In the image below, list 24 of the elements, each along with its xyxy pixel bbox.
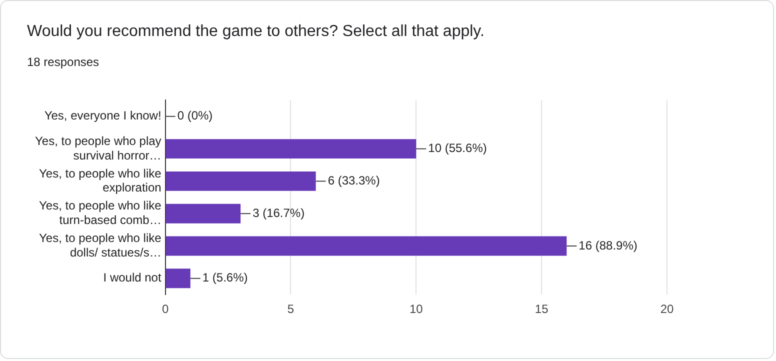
- data-label: 1 (5.6%): [202, 270, 248, 285]
- data-label: 10 (55.6%): [428, 141, 487, 156]
- data-label: 0 (0%): [177, 108, 213, 123]
- bar: [166, 171, 316, 191]
- chart-title: Would you recommend the game to others? Select all that apply.: [27, 23, 484, 41]
- y-tick-label: Yes, to people who play survival horror…: [34, 134, 162, 162]
- y-tick-label: Yes, to people who like exploration: [39, 166, 162, 195]
- x-tick-label: 0: [162, 302, 169, 316]
- x-tick-label: 20: [660, 302, 674, 316]
- data-label: 16 (88.9%): [578, 238, 638, 252]
- bar: [166, 268, 190, 288]
- y-tick-label: Yes, to people who like dolls/ statues/s…: [39, 231, 162, 260]
- data-label: 6 (33.3%): [328, 174, 380, 188]
- bar: [166, 236, 567, 256]
- data-label: 3 (16.7%): [252, 206, 305, 220]
- y-tick-label: Yes, to people who like turn-based comb…: [39, 198, 162, 228]
- bar: [166, 139, 416, 159]
- bar: [166, 204, 241, 224]
- text: 18 responses: [27, 55, 100, 69]
- x-tick-label: 10: [409, 302, 424, 316]
- x-tick-label: 5: [287, 302, 294, 316]
- y-tick-label: I would not: [103, 270, 162, 285]
- y-tick-label: Yes, everyone I know!: [44, 108, 162, 123]
- x-tick-label: 15: [534, 302, 549, 316]
